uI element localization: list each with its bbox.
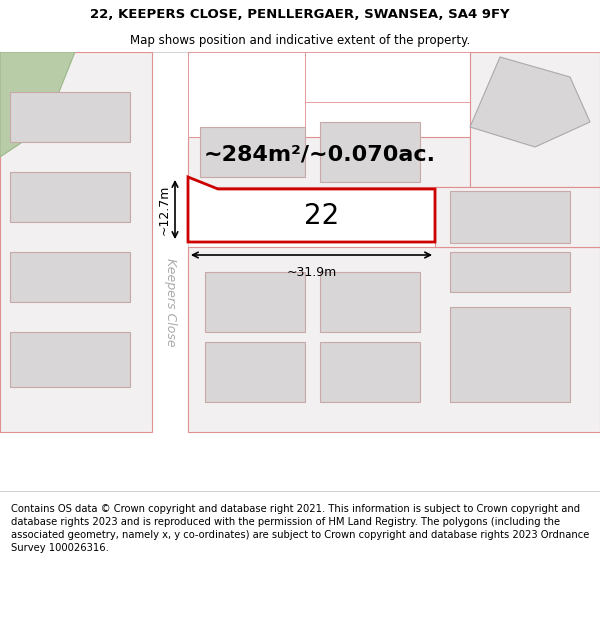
Polygon shape <box>188 247 600 432</box>
Polygon shape <box>10 252 130 302</box>
Polygon shape <box>188 137 470 187</box>
Text: 22: 22 <box>304 201 339 229</box>
Polygon shape <box>152 52 188 432</box>
Text: 22, KEEPERS CLOSE, PENLLERGAER, SWANSEA, SA4 9FY: 22, KEEPERS CLOSE, PENLLERGAER, SWANSEA,… <box>90 8 510 21</box>
Polygon shape <box>200 127 305 177</box>
Text: ~31.9m: ~31.9m <box>286 266 337 279</box>
Text: ~284m²/~0.070ac.: ~284m²/~0.070ac. <box>204 145 436 165</box>
Text: Keepers Close: Keepers Close <box>163 258 176 346</box>
Polygon shape <box>205 342 305 402</box>
Text: Map shows position and indicative extent of the property.: Map shows position and indicative extent… <box>130 34 470 47</box>
Polygon shape <box>205 272 305 332</box>
Polygon shape <box>10 332 130 387</box>
Polygon shape <box>470 52 600 187</box>
Polygon shape <box>305 52 470 102</box>
Polygon shape <box>470 57 590 147</box>
Polygon shape <box>450 191 570 243</box>
Polygon shape <box>188 177 435 242</box>
Ellipse shape <box>147 421 193 443</box>
Polygon shape <box>0 52 75 157</box>
Polygon shape <box>188 52 470 137</box>
Polygon shape <box>320 272 420 332</box>
Polygon shape <box>320 342 420 402</box>
Polygon shape <box>320 122 420 182</box>
Polygon shape <box>450 307 570 402</box>
Polygon shape <box>435 187 600 247</box>
Text: Contains OS data © Crown copyright and database right 2021. This information is : Contains OS data © Crown copyright and d… <box>11 504 589 553</box>
Polygon shape <box>0 52 152 432</box>
Text: ~12.7m: ~12.7m <box>158 184 171 234</box>
Polygon shape <box>10 92 130 142</box>
Polygon shape <box>10 172 130 222</box>
Polygon shape <box>188 52 305 137</box>
Polygon shape <box>450 252 570 292</box>
